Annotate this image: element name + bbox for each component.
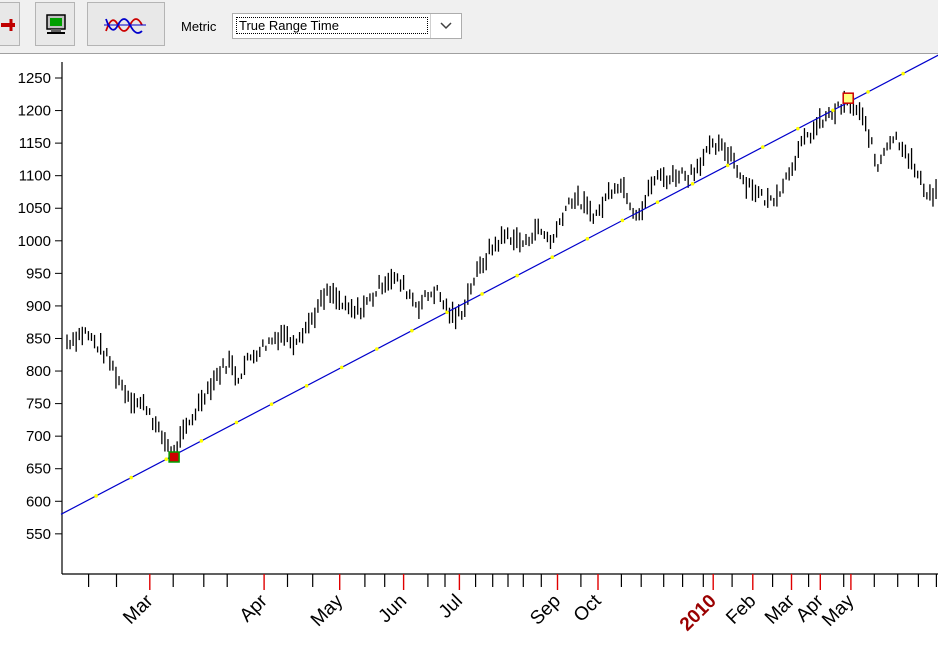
price-bars [66, 90, 937, 460]
x-tick-label: Apr [236, 590, 272, 626]
y-tick-label: 1000 [18, 233, 51, 250]
chevron-down-icon [440, 22, 452, 30]
y-tick-label: 950 [26, 265, 51, 282]
trend-dot [866, 90, 870, 94]
monitor-button[interactable] [35, 2, 75, 46]
y-tick-label: 750 [26, 396, 51, 413]
monitor-icon [46, 14, 66, 34]
y-tick-label: 850 [26, 330, 51, 347]
trend-dot [620, 218, 625, 223]
trend-dot [515, 273, 519, 278]
y-tick-label: 700 [26, 428, 51, 445]
trend-dot [304, 383, 309, 388]
price-chart: 550 600 650 700 750 800 850 900 950 1000 1050 1100 1… [18, 54, 938, 635]
trend-dot [374, 347, 379, 351]
y-tick-label: 600 [26, 493, 51, 510]
pivot-low-marker [168, 451, 180, 463]
trend-dot [129, 475, 133, 480]
toolbar: Metric True Range Time [0, 0, 938, 54]
y-tick-label: 1200 [18, 103, 51, 120]
x-tick-label: Mar [119, 590, 157, 628]
x-tick-label: Jul [435, 591, 467, 623]
x-tick-label: 2010 [676, 591, 721, 636]
trend-dot [269, 402, 274, 406]
metric-dropdown[interactable]: True Range Time [232, 13, 462, 39]
trend-line-group [60, 54, 938, 515]
metric-label: Metric [181, 19, 217, 34]
pivot-high-marker [842, 92, 854, 104]
trend-dot [831, 108, 835, 113]
trend-dot [164, 457, 169, 462]
y-tick-label: 1100 [19, 168, 51, 185]
y-tick-label: 800 [26, 363, 51, 380]
y-tick-label: 550 [26, 526, 51, 543]
y-tick-label: 900 [26, 298, 51, 315]
chart-axes: 550 600 650 700 750 800 850 900 950 1000 1050 1100 1… [18, 62, 938, 635]
sine-waves-icon [104, 18, 146, 34]
arrow-button[interactable] [0, 2, 20, 46]
trend-dot [796, 126, 800, 131]
y-tick-label: 1250 [18, 70, 51, 87]
trend-dot [655, 200, 660, 204]
x-tick-label: May [818, 590, 859, 631]
x-tick-label: Oct [570, 590, 606, 626]
trend-dot [480, 292, 484, 296]
metric-selected-value: True Range Time [236, 17, 428, 34]
y-tick-label: 650 [26, 461, 51, 478]
x-tick-label: Sep [526, 591, 565, 630]
trend-dot [550, 255, 555, 260]
dropdown-arrow[interactable] [430, 14, 461, 38]
trend-dot [760, 145, 765, 149]
x-tick-label: Feb [722, 591, 760, 629]
trend-dot [690, 181, 695, 186]
trend-dot [94, 494, 98, 498]
y-tick-label: 1150 [19, 135, 51, 152]
arrow-icon [1, 19, 15, 31]
trend-dot [199, 439, 204, 443]
x-tick-label: Jun [375, 591, 412, 628]
trend-line [60, 54, 938, 515]
x-tick-label: May [307, 590, 348, 631]
trend-dot [585, 237, 590, 241]
trend-dot [410, 328, 414, 333]
oscillator-button[interactable] [87, 2, 165, 46]
trend-dot [339, 365, 344, 370]
y-tick-label: 1050 [18, 200, 51, 217]
trend-dot [901, 71, 905, 76]
trend-dot [234, 420, 239, 425]
pivot-markers [168, 92, 854, 463]
trend-dot [725, 163, 730, 168]
trend-dot [445, 310, 449, 315]
